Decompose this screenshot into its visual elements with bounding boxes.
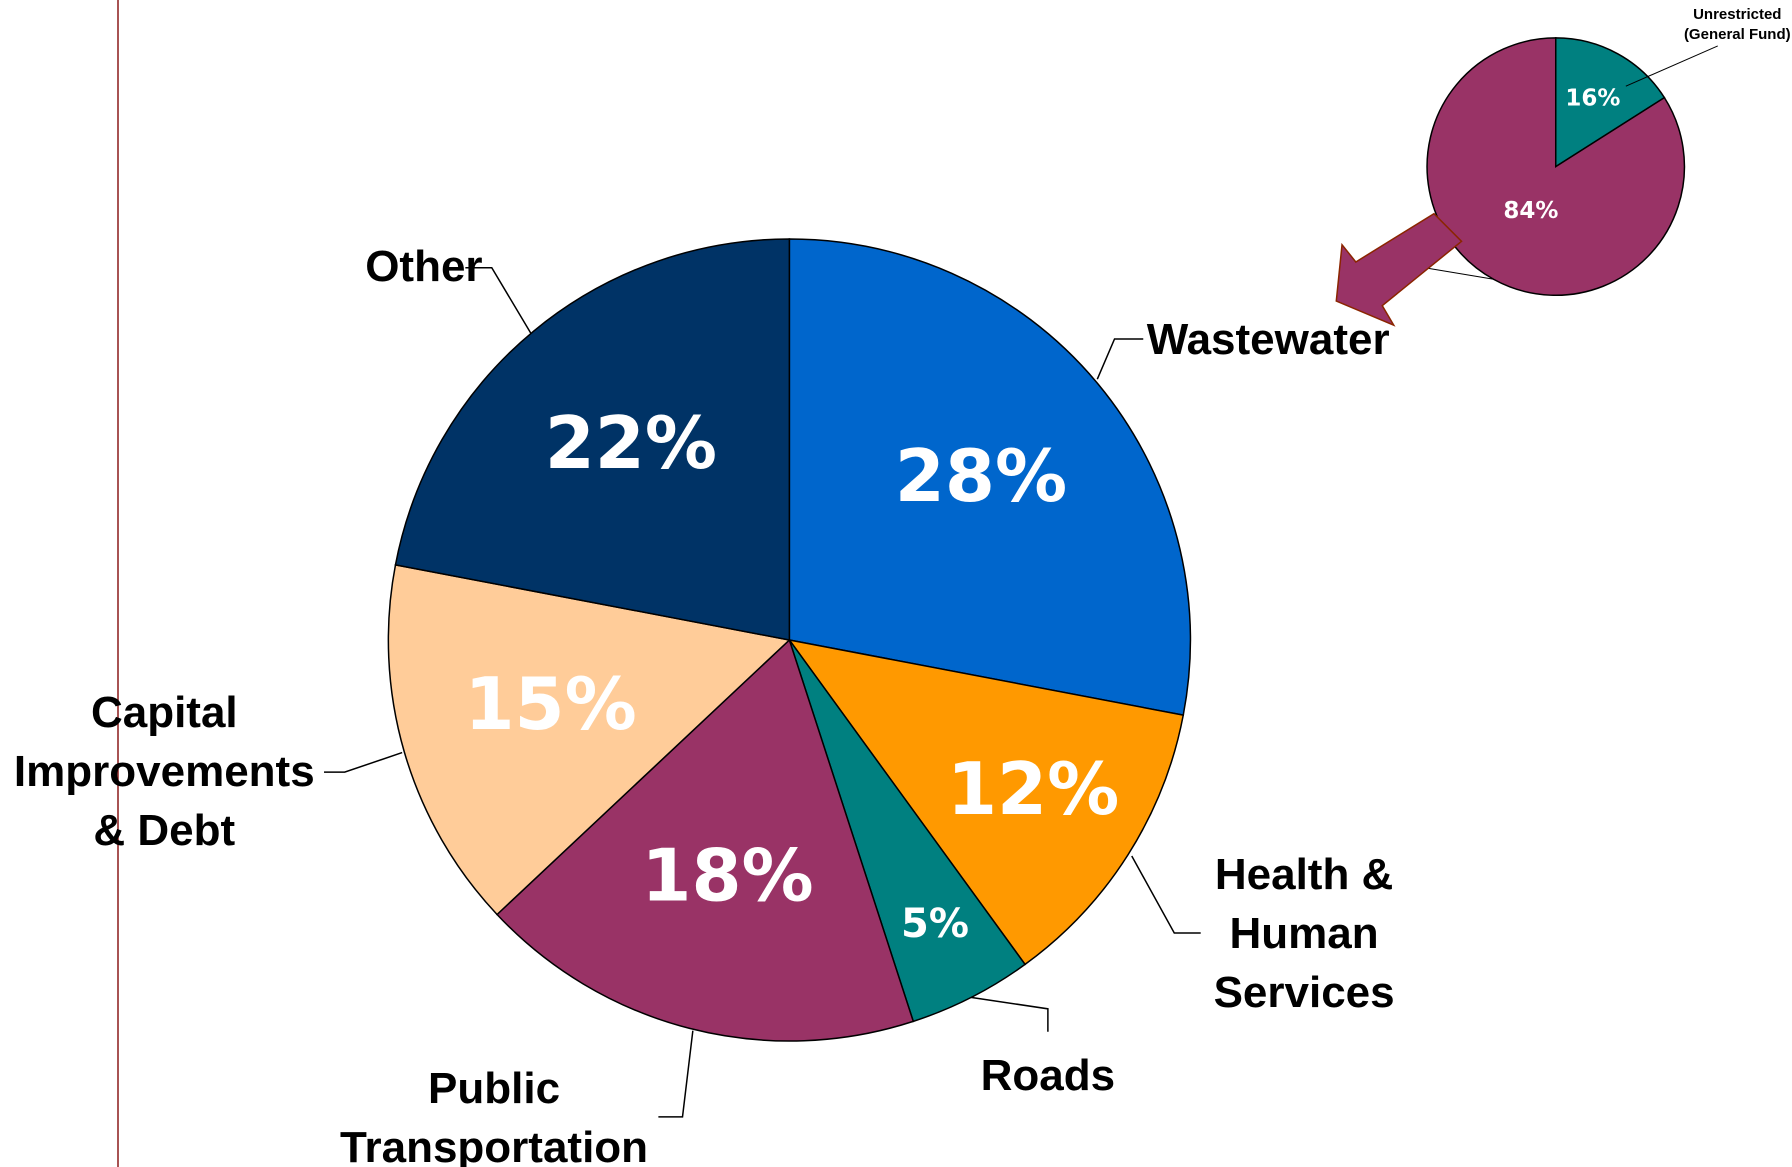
value-label: 84% bbox=[1503, 198, 1558, 224]
category-label: Wastewater bbox=[1146, 315, 1390, 365]
pie-slice bbox=[1555, 37, 1666, 168]
category-label: Roads bbox=[980, 1050, 1116, 1100]
leader-line bbox=[970, 996, 1049, 1032]
category-label: Public Transportation bbox=[340, 1064, 649, 1167]
value-label: 16% bbox=[1565, 85, 1620, 111]
pie-slice bbox=[788, 238, 1192, 717]
value-label: 15% bbox=[464, 662, 636, 746]
pie-slice bbox=[387, 563, 791, 916]
leader-line bbox=[1625, 45, 1718, 87]
value-label: 22% bbox=[545, 401, 717, 485]
value-label: 28% bbox=[895, 434, 1067, 518]
category-label: Other bbox=[365, 241, 483, 291]
leader-line bbox=[658, 1030, 694, 1118]
pie-slice bbox=[495, 638, 915, 1042]
value-label: 5% bbox=[901, 901, 969, 947]
pie-slice bbox=[787, 638, 1185, 966]
leader-line bbox=[1096, 338, 1144, 380]
value-label: 18% bbox=[641, 833, 813, 917]
arrow bbox=[1335, 212, 1463, 327]
leader-line bbox=[465, 266, 532, 334]
leader-line bbox=[324, 751, 403, 773]
pie-slice bbox=[394, 238, 791, 641]
pie-slice bbox=[1426, 37, 1686, 297]
value-label: 12% bbox=[947, 747, 1119, 831]
leader-line bbox=[1131, 855, 1201, 934]
leader-line bbox=[1424, 267, 1494, 280]
category-label: Health & Human Services bbox=[1213, 849, 1395, 1017]
category-label: Unrestricted (General Fund) bbox=[1683, 5, 1791, 43]
category-label: Capital Improvements & Debt bbox=[13, 687, 315, 855]
